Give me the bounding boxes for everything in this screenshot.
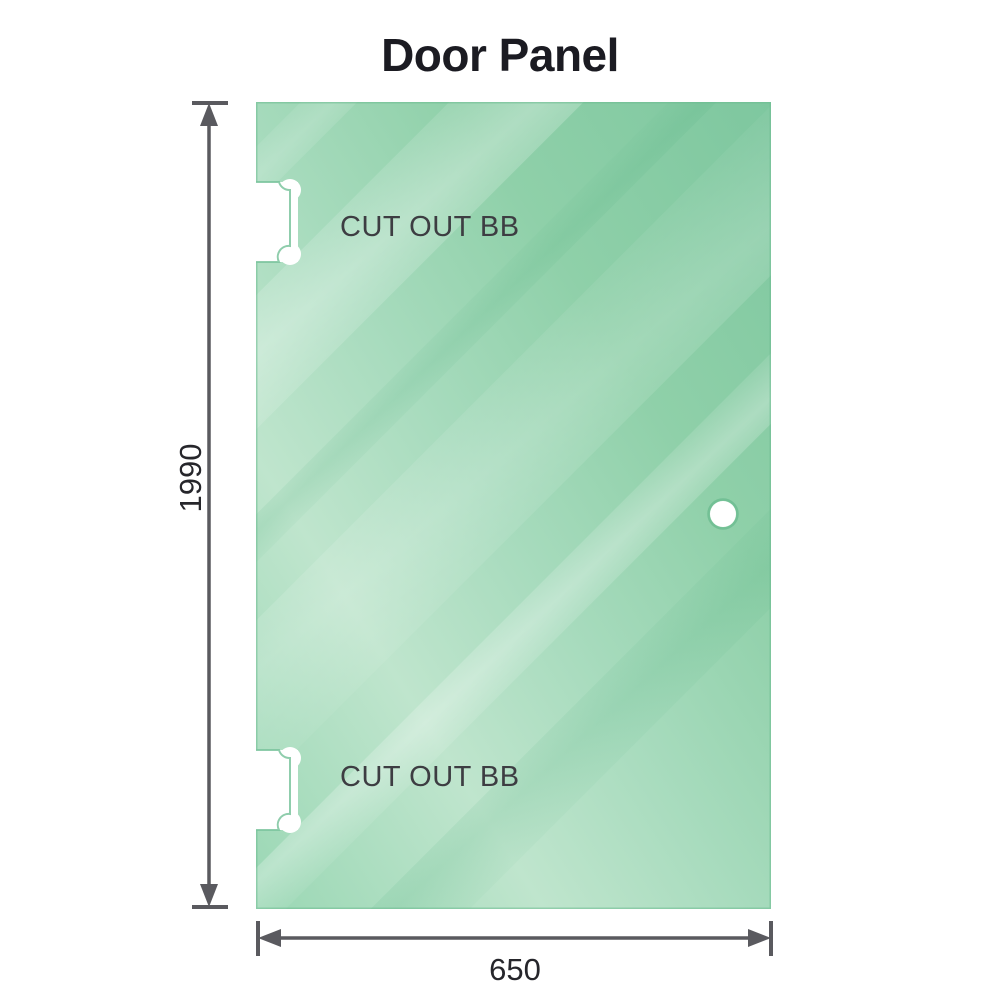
- handle-hole-ring: [707, 498, 739, 530]
- dimension-width: [256, 921, 773, 956]
- dimension-width-label: 650: [489, 952, 541, 987]
- page-title: Door Panel: [381, 29, 619, 81]
- cutout-outlines: [256, 181, 291, 831]
- cutout-label-upper: CUT OUT BB: [340, 211, 520, 243]
- dimension-height-label: 1990: [173, 443, 208, 513]
- cutout-label-lower: CUT OUT BB: [340, 761, 520, 793]
- dimension-height: [192, 101, 228, 909]
